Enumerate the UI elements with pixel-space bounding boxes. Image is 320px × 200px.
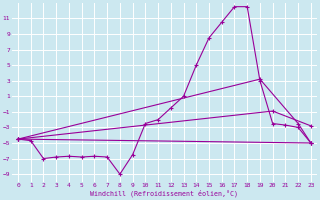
X-axis label: Windchill (Refroidissement éolien,°C): Windchill (Refroidissement éolien,°C)	[91, 190, 238, 197]
